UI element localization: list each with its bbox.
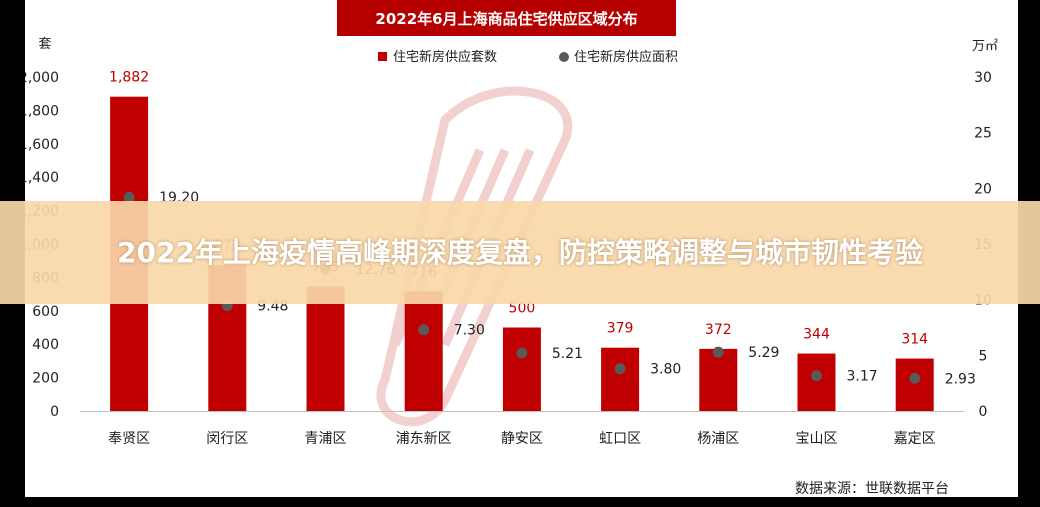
bar-value-label: 314 [901, 332, 928, 348]
bar [797, 353, 836, 411]
y-tick-label-left: 200 [32, 371, 59, 387]
y-tick-label-right: 20 [974, 181, 992, 197]
bar [601, 347, 640, 411]
bar-value-label: 372 [705, 322, 732, 338]
dot-point [418, 324, 430, 336]
y-tick-label-left: 1,800 [25, 103, 59, 119]
dot-point [614, 363, 626, 375]
bar-value-label: 379 [607, 321, 634, 337]
legend-label-dot: 住宅新房供应面积 [574, 49, 678, 65]
bar [502, 327, 541, 411]
legend-swatch-bar [378, 52, 387, 61]
legend-label-bar: 住宅新房供应套数 [393, 49, 497, 65]
y-tick-label-right: 5 [979, 348, 988, 364]
bar [404, 291, 443, 411]
x-axis: 奉贤区 闵行区 青浦区 浦东新区 静安区 虹口区 杨浦区 宝山区 嘉定区 [80, 411, 964, 447]
bar-value-label: 344 [803, 327, 830, 343]
x-tick-label: 浦东新区 [396, 431, 452, 447]
headline-text: 2022年上海疫情高峰期深度复盘，防控策略调整与城市韧性考验 [117, 235, 923, 269]
dot-value-label: 7.30 [454, 323, 485, 339]
y-tick-label-right: 0 [979, 404, 988, 420]
y-tick-label-left: 1,400 [25, 170, 59, 186]
legend-swatch-dot [559, 52, 569, 62]
y-tick-label-left: 400 [32, 337, 59, 353]
x-tick-label: 静安区 [501, 431, 543, 447]
dot-value-label: 5.29 [748, 345, 779, 361]
dot-point [516, 347, 528, 359]
y-axis-right-unit: 万㎡ [972, 39, 998, 54]
chart-title: 2022年6月上海商品住宅供应区域分布 [337, 0, 676, 36]
bar-value-label: 500 [509, 301, 536, 317]
x-tick-label: 闵行区 [206, 431, 248, 447]
x-tick-label: 杨浦区 [697, 431, 739, 447]
dot-point [712, 346, 724, 358]
dot-value-label: 3.80 [650, 362, 681, 378]
x-tick-label: 奉贤区 [108, 431, 150, 447]
dot-point [811, 370, 822, 382]
y-tick-label-right: 25 [974, 126, 992, 142]
y-tick-label-left: 600 [32, 304, 59, 320]
x-tick-label: 虹口区 [599, 431, 641, 447]
bar-value-label: 1,882 [109, 70, 149, 86]
x-tick-label: 宝山区 [796, 431, 838, 447]
x-tick-label: 青浦区 [305, 431, 347, 447]
bar [699, 348, 738, 411]
y-axis-left-unit: 套 [38, 36, 51, 52]
dot-value-label: 5.21 [552, 346, 583, 362]
chart-legend: 住宅新房供应套数 住宅新房供应面积 [378, 49, 678, 65]
y-tick-label-left: 1,600 [25, 137, 59, 153]
y-tick-label-left: 0 [50, 404, 59, 420]
headline-banner: 2022年上海疫情高峰期深度复盘，防控策略调整与城市韧性考验 [0, 201, 1040, 304]
dot-value-label: 3.17 [847, 369, 878, 385]
dot-value-label: 2.93 [945, 371, 976, 387]
bar [895, 358, 934, 411]
x-tick-label: 嘉定区 [894, 431, 936, 447]
y-tick-label-right: 30 [974, 70, 992, 86]
y-tick-label-left: 2,000 [25, 70, 59, 86]
data-source-note: 数据来源：世联数据平台 [795, 481, 949, 497]
dot-point [123, 191, 135, 203]
bar [306, 286, 345, 411]
dot-point [909, 372, 921, 384]
